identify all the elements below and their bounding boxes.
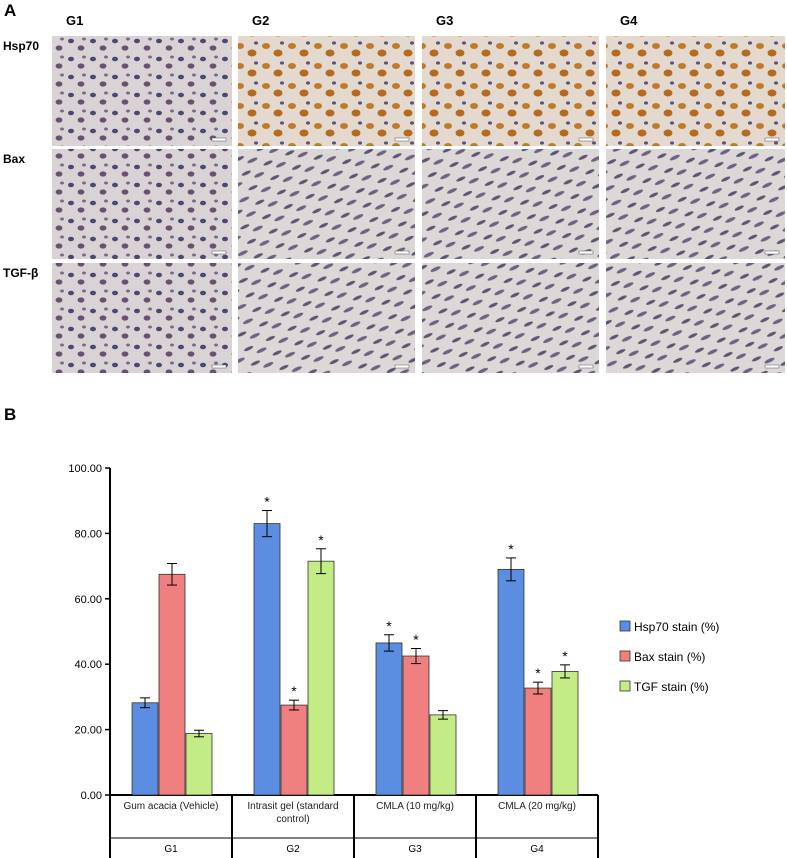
micrograph <box>422 149 599 259</box>
micrograph <box>52 263 232 373</box>
bar <box>429 714 457 796</box>
error-bar <box>560 664 570 679</box>
y-tick-label: 20.00 <box>74 725 102 737</box>
x-tick-label: CMLA (20 mg/kg) <box>498 801 576 812</box>
scale-bar <box>394 364 410 369</box>
scale-bar <box>211 137 227 142</box>
bar <box>307 560 335 796</box>
micrograph <box>52 149 232 259</box>
x-tick-label: Gum acacia (Vehicle) <box>123 801 219 812</box>
x-group-label: G2 <box>286 844 300 855</box>
y-tick-label: 60.00 <box>74 594 102 606</box>
y-tick-label: 100.00 <box>68 463 102 475</box>
x-group-label: G1 <box>164 844 178 855</box>
bar <box>158 573 186 796</box>
error-bar <box>262 510 272 538</box>
error-bar <box>167 562 177 586</box>
micrograph <box>52 36 232 146</box>
scale-bar <box>578 364 594 369</box>
scale-bar <box>211 364 227 369</box>
column-label: G1 <box>66 13 83 28</box>
bar <box>185 733 213 796</box>
micrograph <box>606 149 785 259</box>
error-bar <box>384 634 394 652</box>
significance-mark: * <box>318 532 324 548</box>
bar <box>375 642 403 796</box>
y-tick-label: 80.00 <box>74 528 102 540</box>
x-group-label: G3 <box>408 844 422 855</box>
micrograph <box>606 263 785 373</box>
significance-mark: * <box>291 683 297 699</box>
scale-bar <box>578 137 594 142</box>
scale-bar <box>211 250 227 255</box>
x-tick-label: Intrasit gel (standard control) <box>247 801 339 825</box>
row-label: TGF-β <box>3 266 38 280</box>
significance-mark: * <box>413 632 419 648</box>
significance-mark: * <box>386 618 392 634</box>
legend-label: TGF stain (%) <box>634 680 709 694</box>
significance-mark: * <box>562 648 568 664</box>
bar <box>253 523 281 796</box>
legend-label: Hsp70 stain (%) <box>634 620 719 634</box>
bar <box>497 568 525 796</box>
significance-mark: * <box>508 541 514 557</box>
error-bar <box>316 548 326 575</box>
x-tick-label: CMLA (10 mg/kg) <box>376 801 454 812</box>
significance-mark: * <box>264 494 270 510</box>
error-bar <box>506 557 516 582</box>
micrograph <box>238 263 415 373</box>
y-tick-label: 0.00 <box>81 790 102 802</box>
bar <box>131 702 159 796</box>
scale-bar <box>764 137 780 142</box>
legend-swatch <box>619 680 631 692</box>
legend-swatch <box>619 620 631 632</box>
significance-mark: * <box>535 665 541 681</box>
category-label-box: CMLA (20 mg/kg) <box>498 801 576 812</box>
micrograph <box>606 36 785 146</box>
micrograph <box>238 149 415 259</box>
category-label-box: CMLA (10 mg/kg) <box>376 801 454 812</box>
row-label: Bax <box>3 152 25 166</box>
error-bar <box>289 699 299 711</box>
bar <box>402 655 430 796</box>
column-label: G3 <box>436 13 453 28</box>
error-bar <box>140 697 150 709</box>
bar <box>524 687 552 796</box>
row-label: Hsp70 <box>3 39 39 53</box>
legend-label: Bax stain (%) <box>634 650 705 664</box>
column-label: G4 <box>620 13 638 28</box>
y-tick-label: 40.00 <box>74 659 102 671</box>
micrograph <box>238 36 415 146</box>
scale-bar <box>394 137 410 142</box>
panel-label: B <box>4 405 16 424</box>
scale-bar <box>764 250 780 255</box>
column-label: G2 <box>252 13 269 28</box>
x-group-label: G4 <box>530 844 544 855</box>
legend-swatch <box>619 650 631 662</box>
error-bar <box>194 729 204 738</box>
micrograph <box>422 263 599 373</box>
micrograph <box>422 36 599 146</box>
panel-label: A <box>4 1 16 20</box>
scale-bar <box>764 364 780 369</box>
error-bar <box>533 681 543 695</box>
error-bar <box>411 648 421 665</box>
scale-bar <box>394 250 410 255</box>
bar <box>280 704 308 796</box>
bar <box>551 670 579 796</box>
error-bar <box>438 710 448 720</box>
scale-bar <box>578 250 594 255</box>
category-label-box: Gum acacia (Vehicle) <box>123 801 219 812</box>
category-label-box: Intrasit gel (standard control) <box>247 801 339 825</box>
